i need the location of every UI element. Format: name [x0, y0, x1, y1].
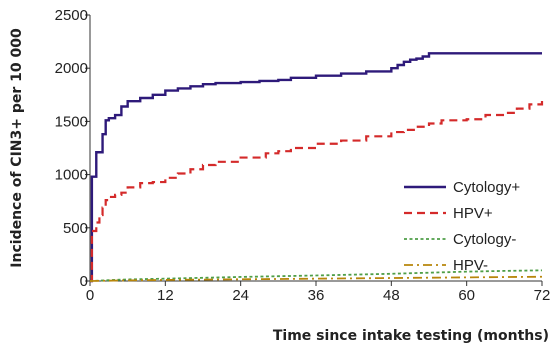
x-tick-label: 0: [86, 287, 94, 304]
x-tick-label: 24: [232, 287, 249, 304]
y-axis-title: Incidence of CIN3+ per 10 000: [9, 28, 25, 268]
plot-area: [89, 15, 544, 283]
y-tick-label: 500: [63, 220, 88, 237]
y-tick-label: 1000: [55, 167, 88, 184]
y-tick-label: 0: [80, 273, 88, 290]
x-tick-label: 48: [383, 287, 400, 304]
legend: Cytology+ HPV+ Cytology- HPV-: [404, 179, 520, 274]
series-line-cytology: [89, 269, 543, 282]
y-tick-label: 1500: [55, 113, 88, 130]
x-axis-title: Time since intake testing (months): [273, 328, 549, 344]
y-axis-ticks: 0 500 1000 1500 2000 2500: [55, 7, 90, 290]
x-tick-label: 72: [534, 287, 551, 304]
legend-label: HPV+: [453, 205, 493, 222]
y-tick-label: 2000: [55, 60, 88, 77]
x-tick-label: 12: [157, 287, 174, 304]
legend-label: HPV-: [453, 257, 488, 274]
series-layer: [89, 52, 544, 283]
series-line-hpv: [90, 100, 544, 283]
x-tick-label: 36: [308, 287, 325, 304]
x-tick-label: 60: [458, 287, 475, 304]
legend-label: Cytology-: [453, 231, 516, 248]
series-line-cytology: [90, 52, 542, 283]
y-tick-label: 2500: [55, 7, 88, 24]
x-axis-ticks: 0 12 24 36 48 60 72: [86, 281, 551, 304]
legend-label: Cytology+: [453, 179, 520, 196]
